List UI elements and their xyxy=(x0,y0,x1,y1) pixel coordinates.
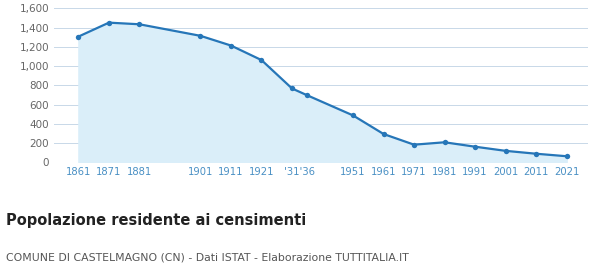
Point xyxy=(501,149,511,153)
Point xyxy=(302,93,312,97)
Text: COMUNE DI CASTELMAGNO (CN) - Dati ISTAT - Elaborazione TUTTITALIA.IT: COMUNE DI CASTELMAGNO (CN) - Dati ISTAT … xyxy=(6,252,409,262)
Point xyxy=(440,140,449,144)
Point xyxy=(287,86,297,91)
Point xyxy=(74,34,83,39)
Point xyxy=(104,20,114,25)
Text: Popolazione residente ai censimenti: Popolazione residente ai censimenti xyxy=(6,213,306,228)
Point xyxy=(379,132,388,136)
Point xyxy=(470,144,480,149)
Point xyxy=(409,143,419,147)
Point xyxy=(226,43,236,48)
Point xyxy=(348,113,358,118)
Point xyxy=(532,151,541,156)
Point xyxy=(257,58,266,62)
Point xyxy=(562,154,571,158)
Point xyxy=(196,34,205,38)
Point xyxy=(134,22,144,27)
